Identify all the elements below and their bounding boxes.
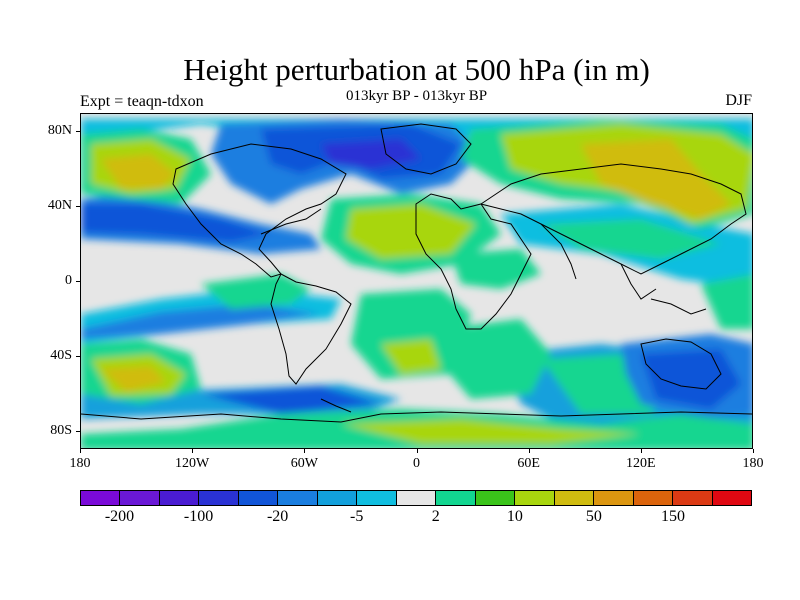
- colorbar: [80, 490, 752, 506]
- height-perturbation-field: [81, 114, 752, 448]
- colorbar-label: 2: [431, 508, 440, 525]
- lat-label: 0: [65, 273, 72, 288]
- lon-label: 120E: [626, 456, 656, 471]
- colorbar-swatch: [475, 491, 516, 505]
- lon-label: 60E: [517, 456, 540, 471]
- colorbar-swatch: [554, 491, 595, 505]
- lon-tick: [753, 449, 754, 453]
- lon-label: 60W: [290, 456, 318, 471]
- lon-tick: [304, 449, 305, 453]
- chart-title: Height perturbation at 500 hPa (in m): [183, 52, 650, 87]
- season-label: DJF: [725, 92, 752, 109]
- lon-tick: [417, 449, 418, 453]
- colorbar-label: -200: [104, 508, 135, 525]
- lat-label: 80N: [47, 123, 72, 138]
- colorbar-swatch: [436, 491, 476, 505]
- lon-label: 0: [413, 456, 420, 471]
- colorbar-swatch: [396, 491, 437, 505]
- colorbar-swatch: [594, 491, 634, 505]
- colorbar-label: -5: [350, 508, 364, 525]
- lon-label: 120W: [175, 456, 210, 471]
- lon-tick: [641, 449, 642, 453]
- colorbar-swatch: [278, 491, 318, 505]
- colorbar-swatch: [357, 491, 397, 505]
- experiment-label: Expt = teaqn-tdxon: [80, 93, 204, 110]
- colorbar-swatch: [515, 491, 555, 505]
- colorbar-label: 10: [506, 508, 523, 525]
- colorbar-swatch: [317, 491, 358, 505]
- map-panel: [80, 113, 753, 449]
- colorbar-label: 50: [585, 508, 602, 525]
- chart-subtitle: 013kyr BP - 013kyr BP: [345, 88, 488, 104]
- colorbar-swatch: [673, 491, 713, 505]
- lat-label: 80S: [50, 423, 72, 438]
- colorbar-swatch: [81, 491, 121, 505]
- lon-label: 180: [742, 456, 764, 471]
- colorbar-label: -20: [266, 508, 289, 525]
- colorbar-swatch: [120, 491, 160, 505]
- colorbar-swatch: [712, 491, 751, 505]
- colorbar-swatch: [633, 491, 674, 505]
- lon-tick: [80, 449, 81, 453]
- lat-label: 40S: [50, 348, 72, 363]
- colorbar-swatch: [238, 491, 279, 505]
- coastlines: [81, 123, 752, 423]
- colorbar-label: -100: [183, 508, 214, 525]
- lat-label: 40N: [47, 198, 72, 213]
- lon-tick: [529, 449, 530, 453]
- lon-label: 180: [69, 456, 91, 471]
- lon-tick: [192, 449, 193, 453]
- colorbar-swatch: [199, 491, 239, 505]
- colorbar-label: 150: [660, 508, 685, 525]
- colorbar-swatch: [159, 491, 200, 505]
